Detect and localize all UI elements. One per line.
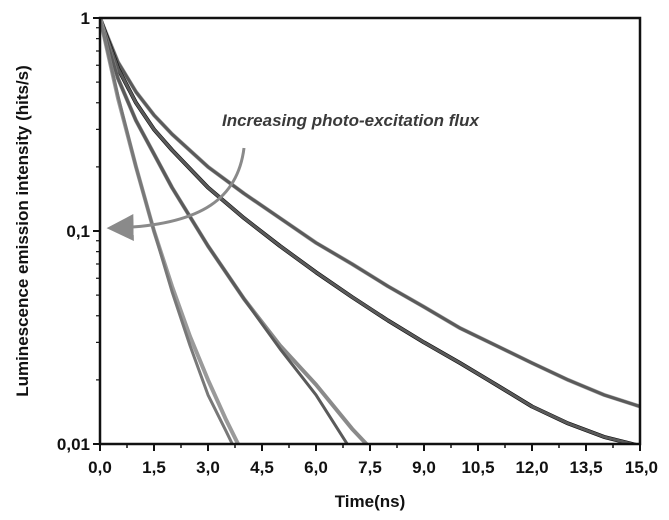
y-tick-label: 0,1 (66, 222, 90, 241)
series-line-5 (100, 18, 370, 444)
series-line-1 (100, 18, 640, 409)
series-layer (100, 18, 640, 444)
x-tick-label: 6,0 (304, 458, 328, 477)
x-axis-ticks: 0,0 1,5 3,0 4,5 6,0 7,5 9,0 10,5 12,0 13,5 15,0 (88, 444, 658, 477)
x-tick-label: 7,5 (358, 458, 382, 477)
x-tick-label: 12,0 (515, 458, 548, 477)
plot-frame (98, 16, 642, 446)
x-tick-label: 3,0 (196, 458, 220, 477)
x-tick-label: 0,0 (88, 458, 112, 477)
y-tick-label: 1 (81, 9, 90, 28)
x-tick-label: 15,0 (625, 458, 658, 477)
x-tick-label: 9,0 (412, 458, 436, 477)
x-tick-label: 1,5 (142, 458, 166, 477)
increasing-flux-annotation: Increasing photo-excitation flux (222, 111, 480, 130)
increasing-flux-arrow (106, 147, 246, 242)
series-line-8 (100, 18, 234, 444)
x-axis-title: Time(ns) (335, 492, 406, 511)
y-axis-ticks: 0,01 0,1 1 (57, 9, 100, 454)
y-axis-title: Luminescence emission intensity (hits/s) (13, 65, 32, 397)
series-line-2 (100, 18, 640, 408)
x-tick-label: 13,5 (569, 458, 602, 477)
x-tick-label: 10,5 (461, 458, 494, 477)
series-line-4 (100, 18, 639, 444)
y-tick-label: 0,01 (57, 435, 90, 454)
x-tick-label: 4,5 (250, 458, 274, 477)
series-line-3 (100, 18, 640, 444)
